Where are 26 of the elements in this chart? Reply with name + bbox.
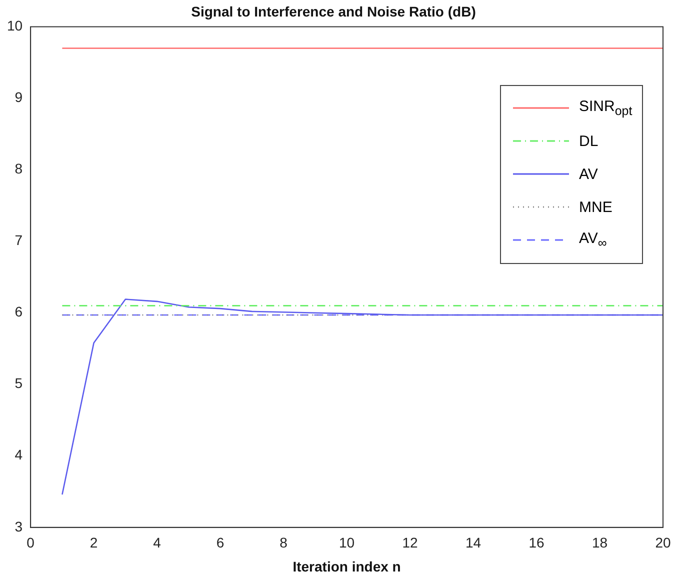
y-tick-label: 4 (14, 446, 23, 463)
legend-label: SINR$_{opt}$ (579, 98, 632, 118)
x-tick-label: 12 (402, 534, 418, 551)
chart-title: Signal to Interference and Noise Ratio (dB) (191, 3, 476, 20)
x-tick-label: 6 (216, 534, 224, 551)
legend-label: DL (579, 132, 598, 150)
legend-label: AV$_{∞}$ (579, 230, 607, 250)
legend-label: MNE (579, 198, 612, 216)
x-tick-label: 20 (655, 534, 671, 551)
y-tick-label: 6 (14, 304, 23, 320)
x-tick-label: 8 (280, 534, 288, 551)
legend-label: AV (579, 166, 598, 183)
x-tick-label: 14 (465, 534, 482, 551)
x-tick-label: 16 (528, 534, 545, 551)
x-axis-title: Iteration index n (292, 558, 401, 574)
y-tick-label: 9 (14, 89, 23, 106)
y-tick-label: 8 (14, 160, 23, 177)
y-tick-label: 10 (6, 18, 23, 34)
y-tick-label: 3 (14, 518, 23, 534)
x-tick-label: 2 (90, 534, 98, 551)
x-tick-label: 4 (153, 534, 162, 551)
x-tick-label: 18 (592, 534, 608, 551)
y-tick-label: 5 (14, 375, 23, 392)
x-tick-label: 10 (338, 534, 355, 551)
x-tick-label: 0 (26, 534, 35, 551)
y-tick-label: 7 (14, 232, 23, 248)
